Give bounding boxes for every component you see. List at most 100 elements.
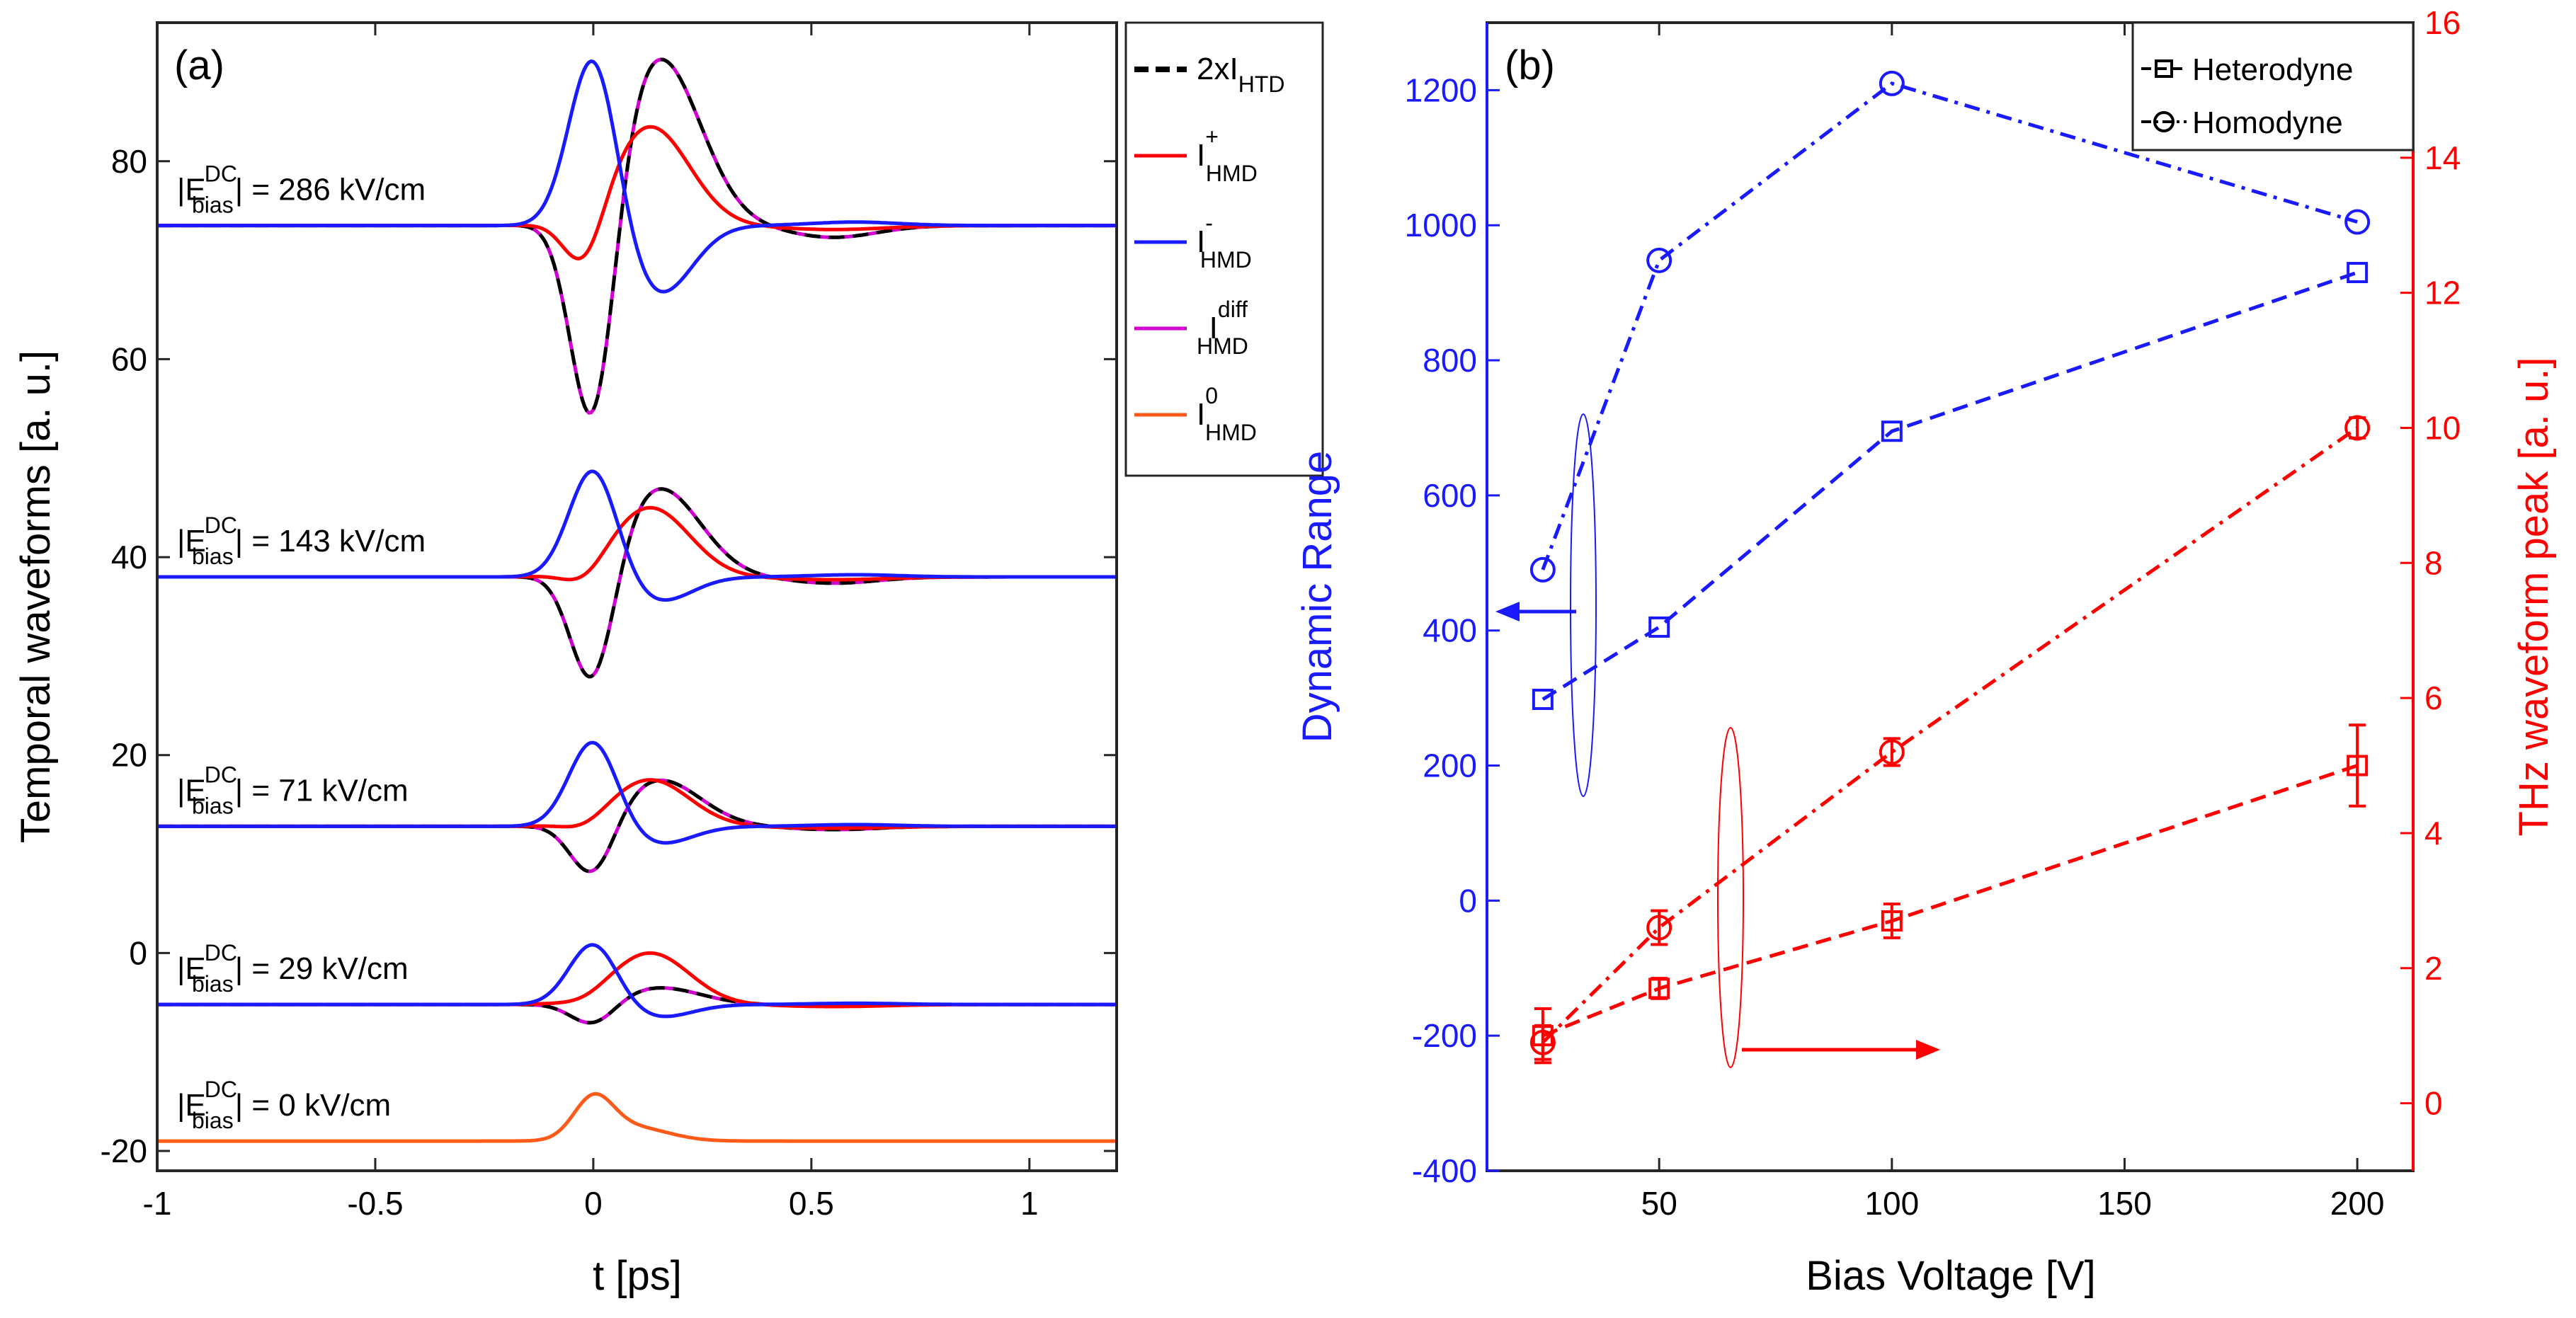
field-label-sub: bias xyxy=(192,793,234,818)
legend-label-main: I xyxy=(1209,311,1218,345)
legend-heterodyne-label: Heterodyne xyxy=(2192,52,2353,87)
series-heterodyne-thz-peak xyxy=(1532,723,2369,1065)
field-label: |EDC bias| = 286 kV/cm xyxy=(177,161,426,218)
legend-homodyne-label: Homodyne xyxy=(2192,105,2343,140)
field-label-sup: DC xyxy=(205,161,237,187)
left-y-tick-label: -200 xyxy=(1412,1017,1477,1054)
field-label-sub: bias xyxy=(192,971,234,997)
data-point xyxy=(2344,209,2371,235)
legend-label-main: I xyxy=(1197,224,1205,259)
data-point xyxy=(1646,247,1672,273)
legend-homodyne: Homodyne xyxy=(2141,105,2343,140)
x-tick-label: -0.5 xyxy=(347,1185,403,1222)
left-y-tick-label: 0 xyxy=(1459,882,1477,919)
panel-a-y-axis-label: Temporal waveforms [a. u.] xyxy=(13,350,59,843)
data-point xyxy=(1881,910,1903,932)
legend-label-main: I xyxy=(1197,397,1205,432)
panel-b-x-axis-label: Bias Voltage [V] xyxy=(1806,1253,2095,1299)
panel-b: 50 100 150 200 -400-20002004006008001000120… xyxy=(1294,4,2557,1299)
right-y-tick-label: 0 xyxy=(2424,1085,2443,1122)
legend-label-sup: 0 xyxy=(1205,383,1218,408)
legend-item-plus: I+ HMD xyxy=(1134,124,1258,186)
field-label: |EDC bias| = 71 kV/cm xyxy=(177,762,409,818)
legend-item-zero: I0 HMD xyxy=(1134,383,1257,445)
legend-label-main: I xyxy=(1197,138,1205,173)
x-tick-label: -1 xyxy=(143,1185,172,1222)
field-label-sub: bias xyxy=(192,193,234,218)
panel-b-label: (b) xyxy=(1505,42,1555,88)
panel-b-x-ticks: 50 100 150 200 xyxy=(1641,23,2385,1222)
y-tick-label: -20 xyxy=(101,1133,147,1169)
waveform-minus xyxy=(157,59,1117,294)
series-line xyxy=(1541,270,2358,701)
field-label-sup: DC xyxy=(205,940,237,965)
y-tick-label: 40 xyxy=(111,539,147,575)
waveform-group xyxy=(157,740,1117,873)
field-label-prefix: |E xyxy=(177,173,206,207)
data-point xyxy=(2347,755,2369,777)
field-label-sub: bias xyxy=(192,544,234,569)
waveform-group xyxy=(157,1091,1117,1143)
field-label-sup: DC xyxy=(205,512,237,538)
waveform-zero-bias xyxy=(157,1091,1117,1143)
left-y-tick-label: 800 xyxy=(1423,342,1477,379)
legend-label-sub: HMD xyxy=(1200,247,1252,273)
y-tick-label: 20 xyxy=(111,737,147,774)
legend-label-sub: HMD xyxy=(1197,333,1248,359)
y-tick-label: 60 xyxy=(111,340,147,377)
x-tick-label: 0.5 xyxy=(789,1185,834,1222)
series-homodyne-thz-peak xyxy=(1529,415,2371,1061)
waveform-group xyxy=(157,57,1117,415)
data-point xyxy=(2347,262,2369,284)
field-label-prefix: |E xyxy=(177,773,206,808)
series-line xyxy=(1541,81,2358,571)
field-label-value: | = 286 kV/cm xyxy=(235,173,426,207)
right-y-tick-label: 4 xyxy=(2424,815,2443,852)
data-point xyxy=(1881,420,1903,442)
right-y-tick-label: 10 xyxy=(2424,409,2461,446)
left-y-tick-label: 400 xyxy=(1423,612,1477,649)
x-tick-label: 50 xyxy=(1641,1185,1677,1222)
data-point xyxy=(1648,978,1670,999)
y-tick-label: 0 xyxy=(129,934,147,971)
panel-a-label: (a) xyxy=(174,42,224,88)
right-y-tick-label: 14 xyxy=(2424,139,2461,176)
panel-a-x-axis-label: t [ps] xyxy=(593,1253,682,1299)
right-y-tick-label: 12 xyxy=(2424,275,2461,311)
left-axis-group-ellipse xyxy=(1570,413,1597,797)
panel-a-traces xyxy=(157,57,1117,1143)
legend-label-sup: + xyxy=(1205,124,1219,149)
data-point xyxy=(1648,616,1670,638)
data-point xyxy=(1879,739,1905,765)
panel-a-legend-box xyxy=(1124,21,1324,477)
legend-label-sub: HMD xyxy=(1205,420,1257,445)
waveform-group xyxy=(157,943,1117,1025)
waveform-htd xyxy=(157,57,1117,415)
left-y-tick-label: 200 xyxy=(1423,747,1477,784)
circle-marker-icon xyxy=(2153,111,2175,132)
field-label-prefix: |E xyxy=(177,1088,206,1123)
left-y-tick-label: -400 xyxy=(1412,1152,1477,1189)
y-tick-label: 80 xyxy=(111,143,147,180)
left-y-tick-label: 600 xyxy=(1423,477,1477,514)
field-label-value: | = 71 kV/cm xyxy=(235,773,409,808)
left-axis-arrowhead xyxy=(1495,602,1520,621)
panel-a-x-ticks: -1 -0.5 0 0.5 1 xyxy=(143,23,1039,1222)
field-label-value: | = 143 kV/cm xyxy=(235,524,426,558)
right-axis-arrowhead xyxy=(1916,1040,1940,1060)
field-label-prefix: |E xyxy=(177,524,206,558)
legend-label: I0 HMD xyxy=(1197,383,1257,445)
legend-label-sup: diff xyxy=(1218,297,1248,322)
waveform-minus xyxy=(157,740,1117,845)
field-label-sup: DC xyxy=(205,1077,237,1102)
panel-a-frame xyxy=(156,21,1118,1172)
legend-item-htd: 2xIHTD xyxy=(1134,52,1284,97)
square-marker-icon xyxy=(2155,59,2173,78)
panel-b-right-y-ticks: 0 2 4 6 8 10 12 14 16 xyxy=(2400,4,2461,1171)
right-y-tick-label: 8 xyxy=(2424,544,2443,581)
legend-item-minus: I- HMD xyxy=(1134,210,1252,273)
right-axis-group-ellipse xyxy=(1717,727,1744,1068)
legend-label-sup: - xyxy=(1205,210,1213,236)
data-point xyxy=(1879,70,1905,96)
